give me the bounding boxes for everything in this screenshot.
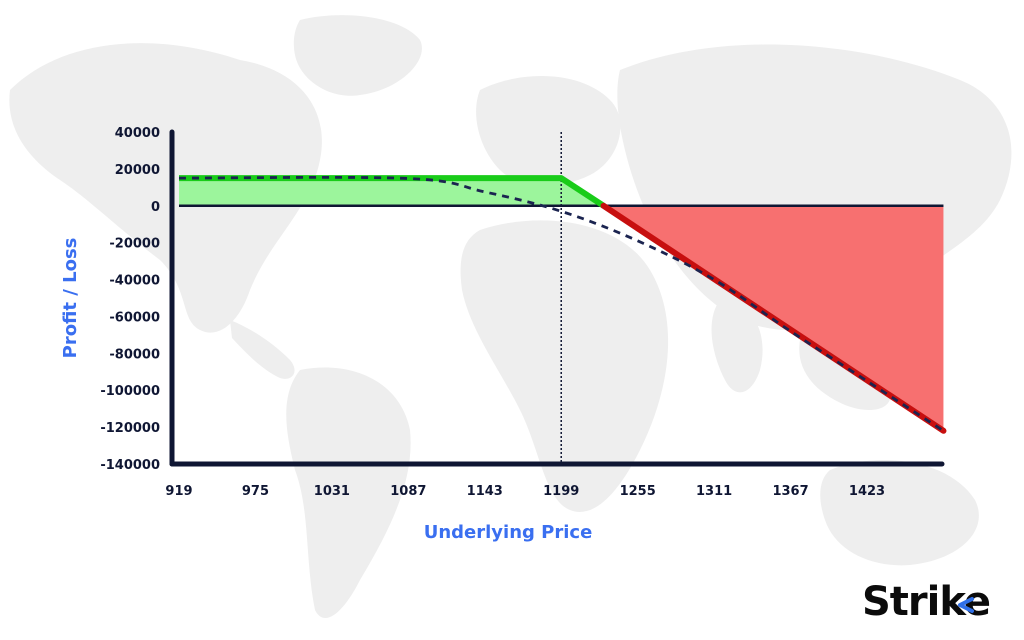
map-australia <box>820 460 979 566</box>
y-tick-label: -140000 <box>100 458 160 473</box>
x-tick-label: 1423 <box>849 484 885 499</box>
y-tick-label: -60000 <box>109 310 160 325</box>
y-tick-label: -40000 <box>109 274 160 289</box>
y-tick-label: -100000 <box>100 384 160 399</box>
x-tick-label: 1087 <box>390 484 426 499</box>
y-tick-label: 0 <box>151 200 160 215</box>
map-greenland <box>293 15 422 96</box>
strike-logo: Strike <box>862 579 991 625</box>
map-north-america <box>9 43 322 333</box>
x-tick-label: 975 <box>242 484 269 499</box>
profit-payoff-line <box>179 175 606 209</box>
map-south-america <box>286 367 411 619</box>
y-axis-title: Profit / Loss <box>60 238 81 359</box>
profit-area <box>179 178 604 206</box>
y-tick-label: -120000 <box>100 421 160 436</box>
current-value-dashed-line <box>178 175 945 432</box>
logo-arrow-icon <box>958 597 974 613</box>
x-tick-label: 1311 <box>696 484 732 499</box>
axes <box>169 129 945 467</box>
x-tick-label: 1199 <box>543 484 579 499</box>
plot-area <box>178 132 947 464</box>
map-india <box>711 300 763 393</box>
y-tick-label: -80000 <box>109 347 160 362</box>
map-europe <box>476 76 621 186</box>
tick-labels: 40000 20000 0 -20000 -40000 -60000 -80000 -1000… <box>100 126 885 499</box>
x-axis-title: Underlying Price <box>424 522 593 543</box>
y-tick-label: 40000 <box>115 126 160 141</box>
y-tick-label: 20000 <box>115 163 160 178</box>
map-africa <box>460 220 669 512</box>
strike-logo-text: Strike <box>862 579 990 625</box>
y-tick-label: -20000 <box>109 237 160 252</box>
x-tick-label: 1255 <box>620 484 656 499</box>
map-southeast-asia <box>799 339 891 410</box>
x-tick-label: 1143 <box>467 484 503 499</box>
x-tick-label: 919 <box>165 484 192 499</box>
map-central-america <box>230 320 295 379</box>
x-tick-label: 1031 <box>314 484 350 499</box>
x-tick-label: 1367 <box>772 484 808 499</box>
